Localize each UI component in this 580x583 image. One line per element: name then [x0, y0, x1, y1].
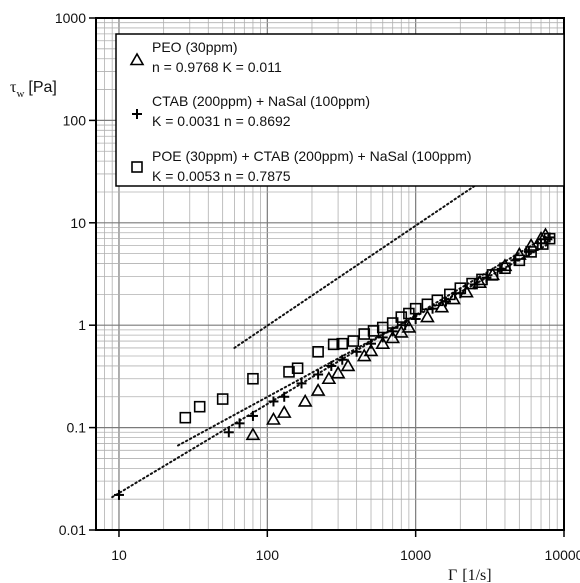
y-tick-label: 0.01: [59, 522, 86, 538]
x-tick-label: 10000: [545, 547, 580, 563]
data-point-series-1: [247, 410, 258, 421]
data-point-series-2: [291, 362, 304, 375]
data-point-series-2: [347, 335, 360, 347]
data-point-series-2: [409, 302, 422, 315]
data-point-series-2: [386, 317, 399, 329]
data-point-series-0: [459, 284, 474, 298]
data-point-series-1: [377, 332, 388, 343]
data-point-series-1: [351, 346, 362, 357]
y-axis-symbol: τ: [10, 79, 17, 96]
legend: PEO (30ppm) n = 0.9768 K = 0.011 CTAB (2…: [115, 33, 565, 187]
data-point-series-0: [340, 358, 356, 372]
x-axis-title: Γ [1/s]: [448, 567, 492, 583]
data-point-series-0: [245, 427, 261, 441]
axis-ticks: 10 100 1000 10000 0.01 0.1 1 10 100 1000: [55, 10, 580, 563]
plot-area-frame: [95, 17, 565, 531]
data-point-series-0: [310, 382, 326, 396]
data-point-series-2: [179, 411, 192, 424]
data-point-series-1: [113, 489, 124, 500]
x-tick-label: 100: [256, 547, 280, 563]
y-axis-title: τw [Pa]: [10, 79, 57, 100]
data-point-series-0: [266, 411, 281, 425]
data-point-series-1: [223, 427, 234, 438]
legend-label-ctab: CTAB (200ppm) + NaSal (100ppm): [152, 93, 370, 109]
data-point-series-1: [279, 391, 290, 402]
legend-fit-ctab: K = 0.0031 n = 0.8692: [152, 113, 291, 129]
data-point-series-1: [268, 396, 279, 407]
data-point-series-0: [276, 405, 292, 418]
data-point-series-2: [431, 294, 444, 307]
data-point-series-1: [296, 378, 307, 389]
y-tick-label: 100: [63, 112, 87, 128]
data-points: [113, 227, 556, 500]
legend-marker-plus: [132, 109, 142, 119]
legend-fit-poe-ctab: K = 0.0053 n = 0.7875: [152, 168, 291, 184]
data-point-series-1: [234, 418, 245, 429]
data-point-series-0: [446, 291, 461, 305]
data-point-series-0: [434, 299, 450, 313]
data-point-series-0: [420, 309, 435, 323]
data-point-series-2: [543, 232, 556, 245]
y-tick-label: 1: [78, 317, 86, 333]
y-tick-label: 0.1: [67, 420, 87, 436]
data-point-series-1: [326, 360, 337, 371]
data-point-series-1: [366, 338, 377, 349]
data-point-series-2: [336, 337, 349, 350]
x-axis-unit: [1/s]: [462, 567, 491, 583]
y-axis-subscript: w: [16, 88, 24, 100]
data-point-series-2: [312, 345, 324, 358]
y-tick-label: 1000: [55, 10, 86, 26]
data-point-series-2: [193, 400, 206, 413]
fit-lines: [111, 134, 551, 499]
data-point-series-0: [330, 365, 346, 379]
data-point-series-2: [499, 262, 511, 275]
legend-box: [115, 33, 565, 187]
x-axis-symbol: Γ: [448, 567, 457, 583]
y-axis-unit: [Pa]: [28, 79, 56, 96]
legend-label-peo: PEO (30ppm): [152, 39, 238, 55]
data-point-series-2: [454, 282, 467, 294]
data-point-series-0: [297, 393, 313, 407]
data-point-series-0: [511, 246, 527, 260]
data-point-series-1: [337, 354, 348, 365]
data-point-series-2: [283, 366, 295, 378]
data-point-series-2: [247, 372, 259, 385]
data-point-series-2: [486, 269, 499, 281]
data-point-series-2: [525, 246, 537, 258]
legend-label-poe-ctab: POE (30ppm) + CTAB (200ppm) + NaSal (100…: [152, 148, 472, 164]
data-point-series-1: [313, 369, 324, 380]
data-point-series-0: [363, 343, 379, 357]
fit-line-series-2: [177, 242, 551, 447]
legend-markers: [129, 52, 145, 173]
data-point-series-2: [358, 328, 371, 340]
legend-marker-triangle: [129, 52, 145, 66]
x-tick-label: 1000: [400, 547, 431, 563]
data-point-series-2: [444, 288, 456, 301]
legend-fit-peo: n = 0.9768 K = 0.011: [152, 59, 282, 75]
y-tick-label: 10: [70, 215, 86, 231]
data-point-series-1: [510, 255, 521, 266]
data-point-series-2: [513, 254, 526, 267]
data-point-series-2: [327, 338, 340, 351]
data-point-series-1: [496, 263, 507, 274]
legend-marker-square: [131, 161, 143, 173]
data-point-series-0: [523, 237, 539, 251]
x-tick-label: 10: [111, 547, 127, 563]
data-point-series-2: [216, 393, 229, 405]
data-point-series-2: [395, 311, 408, 323]
